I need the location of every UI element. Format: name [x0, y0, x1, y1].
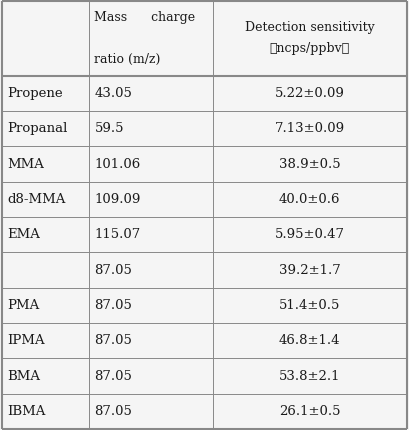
Text: IBMA: IBMA — [7, 405, 46, 418]
Text: BMA: BMA — [7, 370, 40, 383]
Text: 87.05: 87.05 — [94, 334, 132, 347]
Text: Mass      charge

ratio (m/z): Mass charge ratio (m/z) — [94, 11, 196, 66]
Text: 5.95±0.47: 5.95±0.47 — [275, 228, 345, 241]
Text: 46.8±1.4: 46.8±1.4 — [279, 334, 341, 347]
Text: 51.4±0.5: 51.4±0.5 — [279, 299, 340, 312]
Text: 43.05: 43.05 — [94, 87, 132, 100]
Text: 87.05: 87.05 — [94, 370, 132, 383]
Text: 59.5: 59.5 — [94, 122, 124, 135]
Text: 39.2±1.7: 39.2±1.7 — [279, 264, 341, 276]
Text: IPMA: IPMA — [7, 334, 45, 347]
Text: 109.09: 109.09 — [94, 193, 141, 206]
Text: 53.8±2.1: 53.8±2.1 — [279, 370, 341, 383]
Text: 87.05: 87.05 — [94, 264, 132, 276]
Text: Propanal: Propanal — [7, 122, 68, 135]
Text: Propene: Propene — [7, 87, 63, 100]
Text: 101.06: 101.06 — [94, 158, 141, 171]
Text: MMA: MMA — [7, 158, 44, 171]
Text: 38.9±0.5: 38.9±0.5 — [279, 158, 341, 171]
Text: EMA: EMA — [7, 228, 40, 241]
Text: 7.13±0.09: 7.13±0.09 — [275, 122, 345, 135]
Text: Detection sensitivity
（ncps/ppbv）: Detection sensitivity （ncps/ppbv） — [245, 22, 375, 55]
Text: 5.22±0.09: 5.22±0.09 — [275, 87, 345, 100]
Text: 40.0±0.6: 40.0±0.6 — [279, 193, 341, 206]
Text: 87.05: 87.05 — [94, 299, 132, 312]
Text: PMA: PMA — [7, 299, 40, 312]
Text: 26.1±0.5: 26.1±0.5 — [279, 405, 341, 418]
Text: d8-MMA: d8-MMA — [7, 193, 66, 206]
Text: 87.05: 87.05 — [94, 405, 132, 418]
Text: 115.07: 115.07 — [94, 228, 141, 241]
